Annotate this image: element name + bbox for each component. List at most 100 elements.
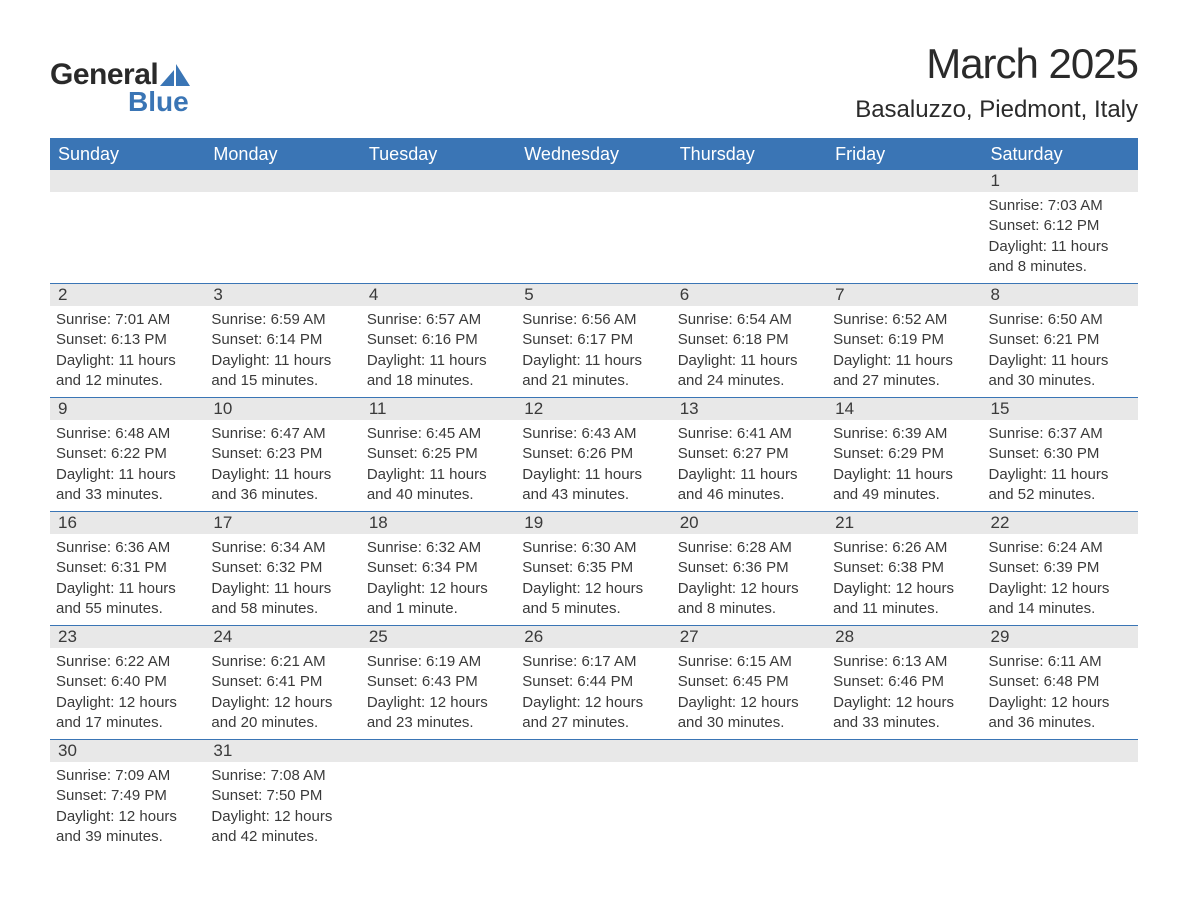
- daylight-text: Daylight: 11 hours and 8 minutes.: [989, 237, 1132, 278]
- day-body: [672, 192, 827, 274]
- daylight-text: Daylight: 12 hours and 39 minutes.: [56, 807, 199, 848]
- daylight-text: Daylight: 12 hours and 23 minutes.: [367, 693, 510, 734]
- day-body: Sunrise: 6:52 AMSunset: 6:19 PMDaylight:…: [827, 306, 982, 397]
- sunrise-text: Sunrise: 6:39 AM: [833, 424, 976, 444]
- logo-sail-icon: [160, 64, 190, 91]
- day-number: 12: [516, 398, 671, 420]
- sunset-text: Sunset: 6:48 PM: [989, 672, 1132, 692]
- sunset-text: Sunset: 6:19 PM: [833, 330, 976, 350]
- sunset-text: Sunset: 6:39 PM: [989, 558, 1132, 578]
- sunrise-text: Sunrise: 6:21 AM: [211, 652, 354, 672]
- daylight-text: Daylight: 12 hours and 8 minutes.: [678, 579, 821, 620]
- day-number: [672, 740, 827, 762]
- header: General Blue March 2025 Basaluzzo, Piedm…: [50, 40, 1138, 124]
- day-body: Sunrise: 6:54 AMSunset: 6:18 PMDaylight:…: [672, 306, 827, 397]
- day-number: [361, 170, 516, 192]
- title-block: March 2025 Basaluzzo, Piedmont, Italy: [855, 40, 1138, 124]
- day-cell: 7Sunrise: 6:52 AMSunset: 6:19 PMDaylight…: [827, 284, 982, 397]
- daylight-text: Daylight: 12 hours and 5 minutes.: [522, 579, 665, 620]
- day-number: 25: [361, 626, 516, 648]
- day-cell: 17Sunrise: 6:34 AMSunset: 6:32 PMDayligh…: [205, 512, 360, 625]
- day-body: Sunrise: 6:37 AMSunset: 6:30 PMDaylight:…: [983, 420, 1138, 511]
- sunset-text: Sunset: 6:30 PM: [989, 444, 1132, 464]
- daylight-text: Daylight: 11 hours and 24 minutes.: [678, 351, 821, 392]
- sunrise-text: Sunrise: 6:47 AM: [211, 424, 354, 444]
- daylight-text: Daylight: 11 hours and 15 minutes.: [211, 351, 354, 392]
- sunset-text: Sunset: 6:18 PM: [678, 330, 821, 350]
- day-number: 20: [672, 512, 827, 534]
- sunset-text: Sunset: 7:50 PM: [211, 786, 354, 806]
- week-row: 2Sunrise: 7:01 AMSunset: 6:13 PMDaylight…: [50, 283, 1138, 397]
- day-number: [827, 740, 982, 762]
- day-cell: 28Sunrise: 6:13 AMSunset: 6:46 PMDayligh…: [827, 626, 982, 739]
- day-cell: 30Sunrise: 7:09 AMSunset: 7:49 PMDayligh…: [50, 740, 205, 853]
- sunset-text: Sunset: 7:49 PM: [56, 786, 199, 806]
- day-body: [205, 192, 360, 274]
- sunrise-text: Sunrise: 6:30 AM: [522, 538, 665, 558]
- day-number: 19: [516, 512, 671, 534]
- day-body: [983, 762, 1138, 844]
- day-cell: 19Sunrise: 6:30 AMSunset: 6:35 PMDayligh…: [516, 512, 671, 625]
- day-number: 3: [205, 284, 360, 306]
- day-number: 29: [983, 626, 1138, 648]
- day-number: 10: [205, 398, 360, 420]
- sunrise-text: Sunrise: 6:52 AM: [833, 310, 976, 330]
- day-body: Sunrise: 6:17 AMSunset: 6:44 PMDaylight:…: [516, 648, 671, 739]
- sunset-text: Sunset: 6:12 PM: [989, 216, 1132, 236]
- day-cell: [361, 740, 516, 853]
- sunrise-text: Sunrise: 6:37 AM: [989, 424, 1132, 444]
- day-body: Sunrise: 6:26 AMSunset: 6:38 PMDaylight:…: [827, 534, 982, 625]
- sunrise-text: Sunrise: 6:26 AM: [833, 538, 976, 558]
- day-body: Sunrise: 6:56 AMSunset: 6:17 PMDaylight:…: [516, 306, 671, 397]
- daylight-text: Daylight: 12 hours and 42 minutes.: [211, 807, 354, 848]
- day-number: 22: [983, 512, 1138, 534]
- day-number: 23: [50, 626, 205, 648]
- day-cell: 29Sunrise: 6:11 AMSunset: 6:48 PMDayligh…: [983, 626, 1138, 739]
- day-body: Sunrise: 7:09 AMSunset: 7:49 PMDaylight:…: [50, 762, 205, 853]
- day-number: 7: [827, 284, 982, 306]
- weekday-tuesday: Tuesday: [361, 144, 516, 165]
- daylight-text: Daylight: 12 hours and 17 minutes.: [56, 693, 199, 734]
- day-number: 24: [205, 626, 360, 648]
- day-body: Sunrise: 6:50 AMSunset: 6:21 PMDaylight:…: [983, 306, 1138, 397]
- week-row: 23Sunrise: 6:22 AMSunset: 6:40 PMDayligh…: [50, 625, 1138, 739]
- day-body: Sunrise: 6:39 AMSunset: 6:29 PMDaylight:…: [827, 420, 982, 511]
- day-body: Sunrise: 6:41 AMSunset: 6:27 PMDaylight:…: [672, 420, 827, 511]
- day-body: Sunrise: 6:15 AMSunset: 6:45 PMDaylight:…: [672, 648, 827, 739]
- sunset-text: Sunset: 6:41 PM: [211, 672, 354, 692]
- week-row: 1Sunrise: 7:03 AMSunset: 6:12 PMDaylight…: [50, 170, 1138, 283]
- day-body: Sunrise: 6:36 AMSunset: 6:31 PMDaylight:…: [50, 534, 205, 625]
- daylight-text: Daylight: 11 hours and 21 minutes.: [522, 351, 665, 392]
- day-body: [672, 762, 827, 844]
- day-cell: 8Sunrise: 6:50 AMSunset: 6:21 PMDaylight…: [983, 284, 1138, 397]
- day-number: 16: [50, 512, 205, 534]
- sunrise-text: Sunrise: 6:13 AM: [833, 652, 976, 672]
- day-cell: 9Sunrise: 6:48 AMSunset: 6:22 PMDaylight…: [50, 398, 205, 511]
- sunrise-text: Sunrise: 6:22 AM: [56, 652, 199, 672]
- day-body: Sunrise: 7:03 AMSunset: 6:12 PMDaylight:…: [983, 192, 1138, 283]
- weekday-friday: Friday: [827, 144, 982, 165]
- sunrise-text: Sunrise: 6:24 AM: [989, 538, 1132, 558]
- sunrise-text: Sunrise: 6:41 AM: [678, 424, 821, 444]
- day-cell: 15Sunrise: 6:37 AMSunset: 6:30 PMDayligh…: [983, 398, 1138, 511]
- day-cell: 16Sunrise: 6:36 AMSunset: 6:31 PMDayligh…: [50, 512, 205, 625]
- sunrise-text: Sunrise: 6:57 AM: [367, 310, 510, 330]
- daylight-text: Daylight: 12 hours and 33 minutes.: [833, 693, 976, 734]
- day-body: [827, 762, 982, 844]
- day-cell: 10Sunrise: 6:47 AMSunset: 6:23 PMDayligh…: [205, 398, 360, 511]
- sunrise-text: Sunrise: 7:08 AM: [211, 766, 354, 786]
- day-body: Sunrise: 6:48 AMSunset: 6:22 PMDaylight:…: [50, 420, 205, 511]
- day-cell: [516, 170, 671, 283]
- sunrise-text: Sunrise: 7:09 AM: [56, 766, 199, 786]
- day-body: Sunrise: 6:24 AMSunset: 6:39 PMDaylight:…: [983, 534, 1138, 625]
- location-label: Basaluzzo, Piedmont, Italy: [855, 96, 1138, 124]
- day-cell: [827, 740, 982, 853]
- day-number: 15: [983, 398, 1138, 420]
- day-body: Sunrise: 6:11 AMSunset: 6:48 PMDaylight:…: [983, 648, 1138, 739]
- calendar: Sunday Monday Tuesday Wednesday Thursday…: [50, 138, 1138, 853]
- sunrise-text: Sunrise: 6:48 AM: [56, 424, 199, 444]
- day-number: [827, 170, 982, 192]
- day-number: 27: [672, 626, 827, 648]
- weekday-header-row: Sunday Monday Tuesday Wednesday Thursday…: [50, 138, 1138, 170]
- day-number: 4: [361, 284, 516, 306]
